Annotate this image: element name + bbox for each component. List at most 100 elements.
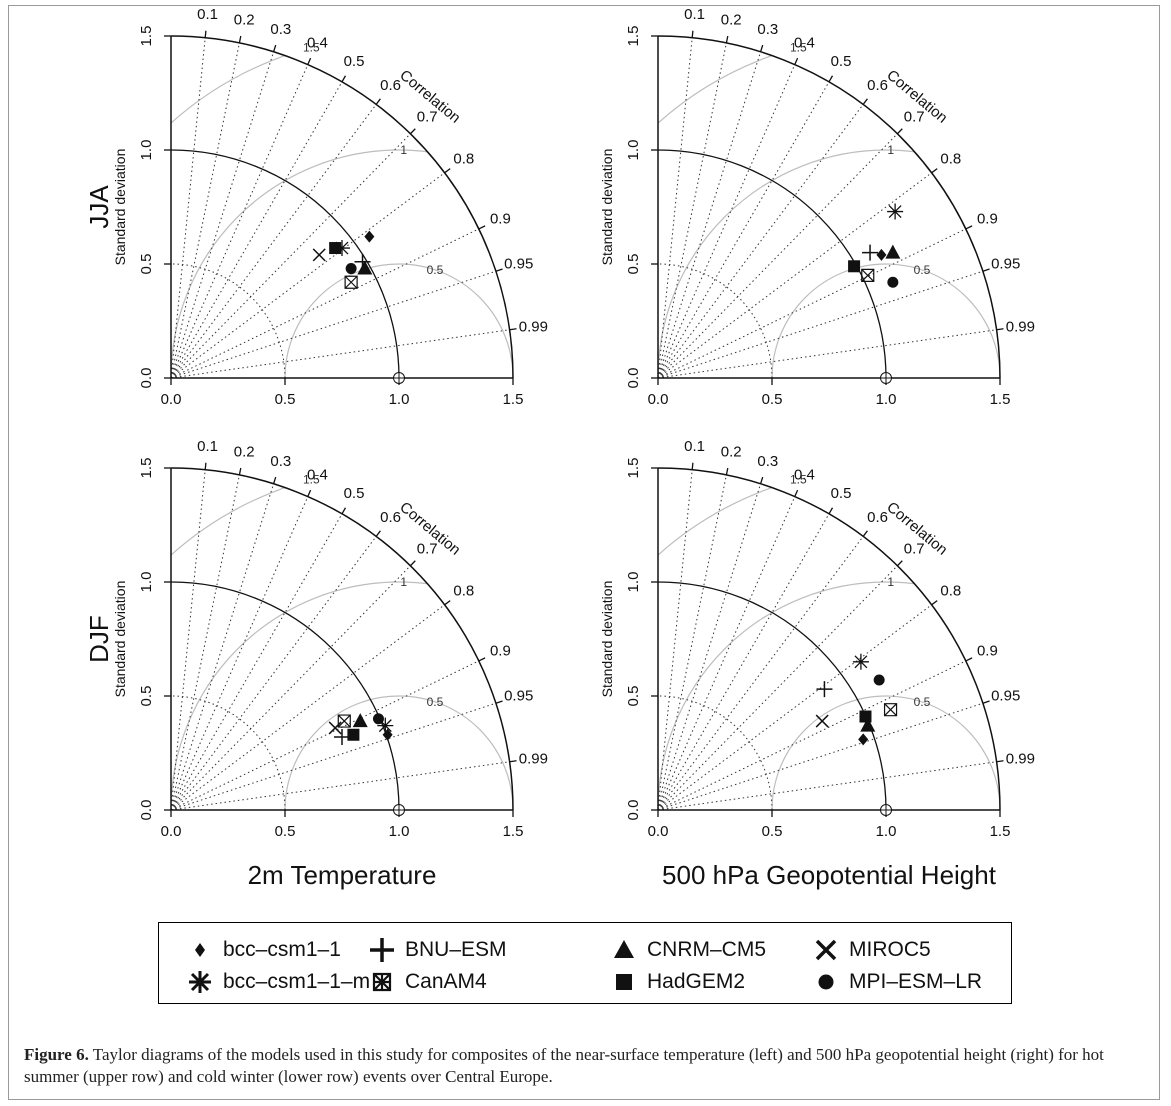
correlation-tick — [965, 657, 973, 662]
y-tick-label: 1.0 — [625, 572, 642, 593]
correlation-tick-label: 0.95 — [991, 256, 1020, 273]
legend-item-asterisk: bcc–csm1–1–m — [187, 969, 370, 995]
legend-item-square: HadGEM2 — [611, 969, 745, 995]
correlation-ray — [170, 469, 206, 811]
correlation-tick-label: 0.5 — [831, 485, 852, 502]
rms-arc — [658, 468, 1000, 810]
correlation-ray — [657, 51, 762, 379]
correlation-tick — [996, 328, 1004, 331]
legend-mark-boxcross — [372, 972, 392, 992]
point-circle — [873, 674, 885, 686]
figure-frame — [8, 5, 1160, 1100]
rms-label: 1.5 — [790, 40, 807, 54]
correlation-tick — [759, 476, 764, 484]
point-asterisk — [377, 717, 394, 734]
point-triangle — [860, 717, 876, 732]
reference-point-cross — [880, 804, 892, 816]
outer-arc — [170, 467, 514, 811]
legend-symbol-group — [370, 938, 394, 962]
correlation-tick — [341, 75, 347, 83]
legend-symbol-group — [372, 972, 392, 992]
rms-label: 1 — [887, 575, 894, 589]
correlation-tick-label: 0.8 — [940, 150, 961, 167]
legend-symbol-triangle — [614, 940, 634, 958]
point-boxcross — [861, 268, 875, 282]
legend-symbol-diamond — [195, 943, 205, 957]
row-label: DJF — [84, 615, 114, 663]
correlation-tick-label: 0.2 — [721, 443, 742, 460]
correlation-ray — [170, 329, 510, 379]
legend-label: HadGEM2 — [647, 970, 746, 993]
taylor-panel-1: 0.0 0.0 0.5 0.5 1.0 1.0 1.5 1.5 0.1 0.2 0.3 0.4 0.5 0… — [84, 6, 548, 408]
y-tick-label: 0.5 — [138, 686, 155, 707]
x-tick-label: 0.0 — [161, 823, 182, 840]
correlation-tick — [272, 476, 277, 484]
correlation-ray — [170, 37, 206, 379]
rms-arcs — [171, 36, 513, 378]
correlation-tick-label: 0.3 — [757, 453, 778, 470]
point-boxcross — [337, 714, 351, 728]
rms-label: 0.5 — [427, 695, 444, 709]
legend-mark-triangle — [614, 940, 634, 958]
reference-point-cross — [393, 372, 405, 384]
correlation-ray — [170, 172, 445, 379]
legend-label: MIROC5 — [849, 938, 931, 961]
correlation-tick — [495, 268, 503, 272]
outer-arc — [657, 35, 1001, 379]
correlation-tick-label: 0.7 — [904, 541, 925, 558]
legend-symbol-group — [614, 940, 634, 958]
rms-arc — [771, 263, 1000, 378]
legend-symbol-cross — [815, 939, 837, 961]
x-tick-label: 1.0 — [876, 391, 897, 408]
legend: bcc–csm1–1 bcc–csm1–1–m BNU–ESM CanAM4 CNRM–… — [158, 922, 1012, 1004]
correlation-ray — [170, 64, 309, 379]
y-axis-label: Standard deviation — [599, 581, 615, 698]
correlation-tick-label: 0.6 — [380, 509, 401, 526]
reference-point-cross — [393, 804, 405, 816]
caption-text: Taylor diagrams of the models used in th… — [24, 1045, 1104, 1086]
correlation-tick-label: 0.7 — [417, 109, 438, 126]
correlation-tick-label: 0.3 — [270, 453, 291, 470]
correlation-ray — [170, 761, 510, 811]
legend-label: bcc–csm1–1–m — [223, 970, 371, 993]
legend-symbol-group — [818, 974, 834, 990]
correlation-tick-label: 0.3 — [757, 21, 778, 38]
correlation-ray — [657, 604, 932, 811]
y-tick-label: 0.0 — [138, 800, 155, 821]
correlation-ray — [170, 660, 480, 811]
correlation-ray — [170, 565, 411, 811]
correlation-tick — [375, 530, 381, 537]
correlation-tick — [691, 30, 694, 38]
y-tick-label: 0.5 — [625, 254, 642, 275]
correlation-tick — [341, 507, 347, 515]
correlation-tick-label: 0.9 — [490, 642, 511, 659]
correlation-ray — [657, 565, 898, 811]
legend-symbol-group — [616, 974, 632, 990]
correlation-tick-label: 0.7 — [417, 541, 438, 558]
x-tick-label: 1.0 — [389, 823, 410, 840]
reference-std-arc — [657, 149, 887, 379]
correlation-tick — [828, 75, 834, 83]
correlation-tick — [896, 128, 903, 135]
point-boxcross — [883, 703, 898, 717]
correlation-tick — [478, 225, 486, 230]
correlation-ray — [170, 496, 309, 811]
correlation-ray — [657, 270, 984, 379]
correlation-tick — [982, 700, 990, 704]
correlation-tick-label: 0.95 — [991, 688, 1020, 705]
correlation-ray — [170, 81, 343, 379]
correlation-tick — [862, 98, 868, 105]
correlation-ray — [657, 172, 932, 379]
correlation-ray — [657, 483, 762, 811]
y-tick-label: 1.0 — [138, 572, 155, 593]
correlation-tick — [204, 462, 207, 470]
correlation-ray — [657, 42, 727, 379]
legend-item-diamond: bcc–csm1–1 — [187, 937, 341, 963]
outer-arc — [170, 35, 514, 379]
y-tick-label: 0.0 — [625, 368, 642, 389]
x-tick-label: 1.5 — [503, 391, 524, 408]
point-circle — [345, 263, 357, 275]
legend-mark-plus — [370, 938, 394, 962]
rms-arc — [771, 695, 1000, 810]
correlation-ray — [170, 513, 343, 811]
